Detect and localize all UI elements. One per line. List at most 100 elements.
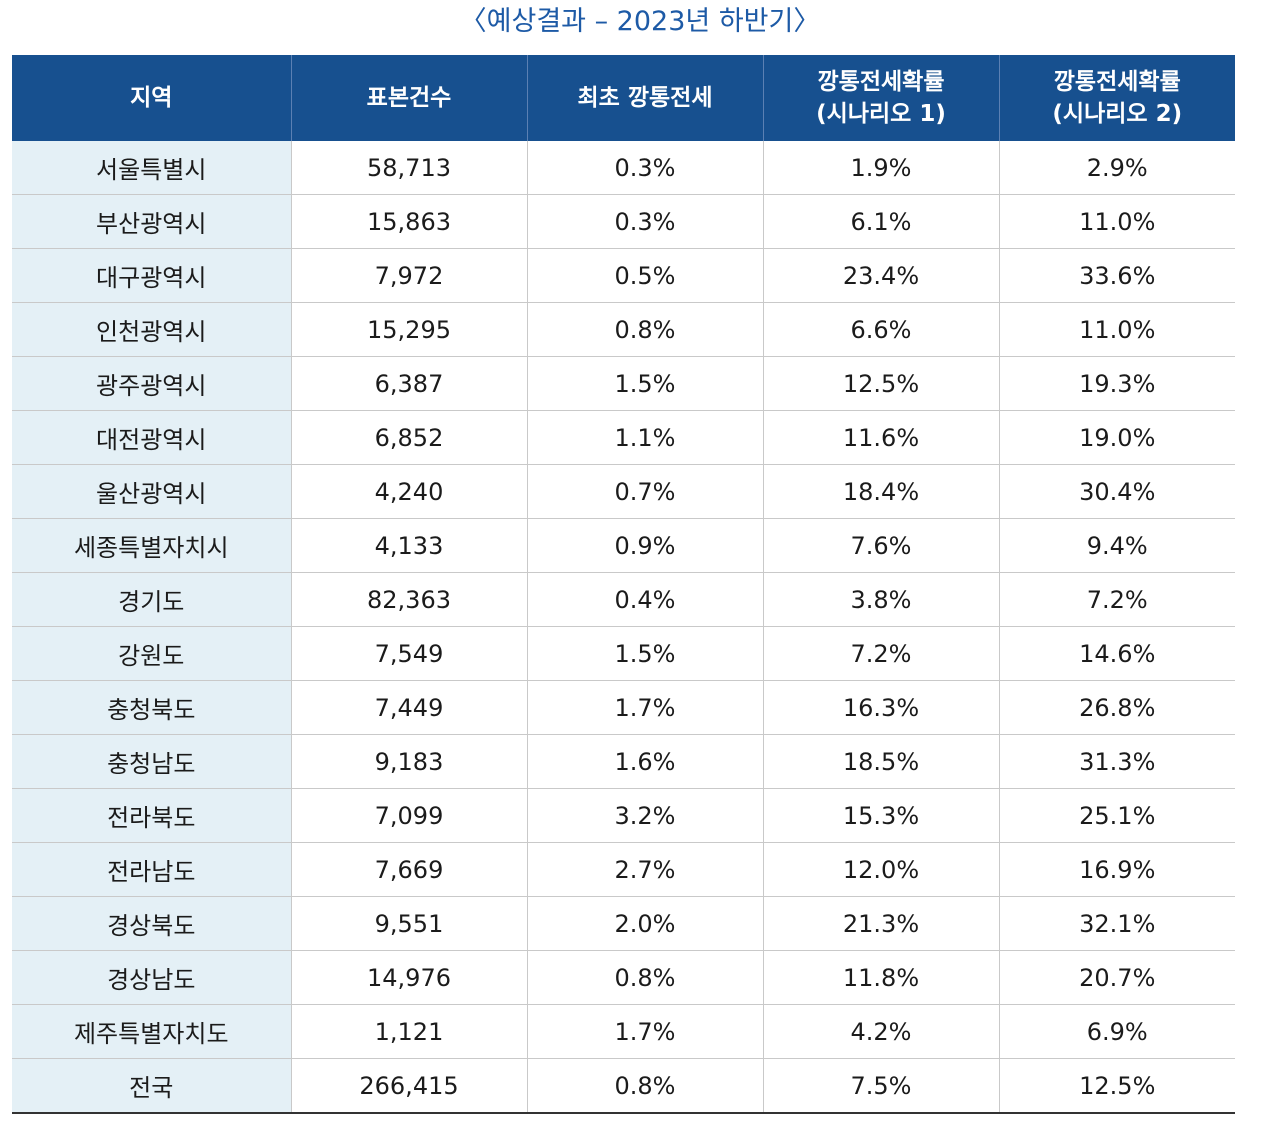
header-sample-count: 표본건수 <box>290 55 527 141</box>
initial-rate-cell: 1.7% <box>526 680 763 735</box>
scenario-1-cell: 11.6% <box>762 410 999 465</box>
scenario-2-cell: 30.4% <box>998 464 1235 519</box>
table-title: 〈예상결과 – 2023년 하반기〉 <box>459 6 821 37</box>
initial-rate-cell: 0.7% <box>526 464 763 519</box>
header-region: 지역 <box>12 55 291 141</box>
sample-count-cell: 9,183 <box>290 734 527 789</box>
scenario-2-cell: 19.0% <box>998 410 1235 465</box>
initial-rate-cell: 0.3% <box>526 194 763 249</box>
initial-rate-cell: 1.7% <box>526 1004 763 1059</box>
sample-count-cell: 1,121 <box>290 1004 527 1059</box>
sample-count-cell: 7,449 <box>290 680 527 735</box>
scenario-2-cell: 26.8% <box>998 680 1235 735</box>
sample-count-cell: 82,363 <box>290 572 527 627</box>
table-row: 경상북도 9,551 2.0% 21.3% 32.1% <box>12 896 1235 951</box>
sample-count-cell: 14,976 <box>290 950 527 1005</box>
sample-count-cell: 9,551 <box>290 896 527 951</box>
sample-count-cell: 7,669 <box>290 842 527 897</box>
table-row: 제주특별자치도 1,121 1.7% 4.2% 6.9% <box>12 1004 1235 1059</box>
region-cell: 전라남도 <box>12 842 291 897</box>
scenario-2-cell: 11.0% <box>998 302 1235 357</box>
region-cell: 경상북도 <box>12 896 291 951</box>
scenario-1-cell: 21.3% <box>762 896 999 951</box>
sample-count-cell: 6,387 <box>290 356 527 411</box>
table-row: 광주광역시 6,387 1.5% 12.5% 19.3% <box>12 356 1235 411</box>
scenario-2-cell: 7.2% <box>998 572 1235 627</box>
header-scenario-1: 깡통전세확률 (시나리오 1) <box>762 55 999 141</box>
region-cell: 인천광역시 <box>12 302 291 357</box>
sample-count-cell: 7,972 <box>290 248 527 303</box>
region-cell: 경기도 <box>12 572 291 627</box>
scenario-1-cell: 6.1% <box>762 194 999 249</box>
region-cell: 전라북도 <box>12 788 291 843</box>
initial-rate-cell: 2.0% <box>526 896 763 951</box>
scenario-2-cell: 12.5% <box>998 1058 1235 1114</box>
scenario-2-cell: 25.1% <box>998 788 1235 843</box>
initial-rate-cell: 1.5% <box>526 626 763 681</box>
scenario-2-cell: 9.4% <box>998 518 1235 573</box>
region-cell: 광주광역시 <box>12 356 291 411</box>
scenario-2-cell: 20.7% <box>998 950 1235 1005</box>
initial-rate-cell: 0.8% <box>526 950 763 1005</box>
region-cell: 충청북도 <box>12 680 291 735</box>
initial-rate-cell: 3.2% <box>526 788 763 843</box>
sample-count-cell: 15,295 <box>290 302 527 357</box>
scenario-2-cell: 14.6% <box>998 626 1235 681</box>
scenario-2-cell: 33.6% <box>998 248 1235 303</box>
table-row: 충청북도 7,449 1.7% 16.3% 26.8% <box>12 680 1235 735</box>
region-cell: 충청남도 <box>12 734 291 789</box>
scenario-1-cell: 4.2% <box>762 1004 999 1059</box>
initial-rate-cell: 2.7% <box>526 842 763 897</box>
scenario-2-cell: 19.3% <box>998 356 1235 411</box>
scenario-2-cell: 6.9% <box>998 1004 1235 1059</box>
table-row: 전라남도 7,669 2.7% 12.0% 16.9% <box>12 842 1235 897</box>
sample-count-cell: 7,099 <box>290 788 527 843</box>
table-row: 부산광역시 15,863 0.3% 6.1% 11.0% <box>12 194 1235 249</box>
scenario-2-cell: 31.3% <box>998 734 1235 789</box>
region-cell: 강원도 <box>12 626 291 681</box>
table-row: 경기도 82,363 0.4% 3.8% 7.2% <box>12 572 1235 627</box>
region-cell: 서울특별시 <box>12 141 291 195</box>
scenario-1-cell: 15.3% <box>762 788 999 843</box>
table-body: 서울특별시 58,713 0.3% 1.9% 2.9% 부산광역시 15,863 0.3% 6.… <box>12 141 1235 1114</box>
initial-rate-cell: 0.9% <box>526 518 763 573</box>
region-cell: 전국 <box>12 1058 291 1114</box>
scenario-1-cell: 7.2% <box>762 626 999 681</box>
scenario-1-cell: 7.6% <box>762 518 999 573</box>
sample-count-cell: 7,549 <box>290 626 527 681</box>
table-row: 서울특별시 58,713 0.3% 1.9% 2.9% <box>12 141 1235 195</box>
initial-rate-cell: 1.5% <box>526 356 763 411</box>
region-cell: 부산광역시 <box>12 194 291 249</box>
sample-count-cell: 4,133 <box>290 518 527 573</box>
sample-count-cell: 6,852 <box>290 410 527 465</box>
table-row: 인천광역시 15,295 0.8% 6.6% 11.0% <box>12 302 1235 357</box>
initial-rate-cell: 0.4% <box>526 572 763 627</box>
header-initial-rate: 최초 깡통전세 <box>526 55 763 141</box>
table-row: 전국 266,415 0.8% 7.5% 12.5% <box>12 1058 1235 1114</box>
header-scenario-2: 깡통전세확률 (시나리오 2) <box>998 55 1235 141</box>
table-row: 전라북도 7,099 3.2% 15.3% 25.1% <box>12 788 1235 843</box>
sample-count-cell: 266,415 <box>290 1058 527 1114</box>
table-row: 경상남도 14,976 0.8% 11.8% 20.7% <box>12 950 1235 1005</box>
results-table: 지역 표본건수 최초 깡통전세 깡통전세확률 (시나리오 1) 깡통전세확률 (… <box>12 55 1235 1114</box>
scenario-1-cell: 1.9% <box>762 141 999 195</box>
scenario-2-cell: 2.9% <box>998 141 1235 195</box>
region-cell: 대전광역시 <box>12 410 291 465</box>
scenario-1-cell: 23.4% <box>762 248 999 303</box>
table-row: 충청남도 9,183 1.6% 18.5% 31.3% <box>12 734 1235 789</box>
table-row: 강원도 7,549 1.5% 7.2% 14.6% <box>12 626 1235 681</box>
initial-rate-cell: 0.8% <box>526 302 763 357</box>
scenario-1-cell: 3.8% <box>762 572 999 627</box>
initial-rate-cell: 0.8% <box>526 1058 763 1114</box>
region-cell: 제주특별자치도 <box>12 1004 291 1059</box>
table-row: 세종특별자치시 4,133 0.9% 7.6% 9.4% <box>12 518 1235 573</box>
scenario-1-cell: 6.6% <box>762 302 999 357</box>
scenario-2-cell: 11.0% <box>998 194 1235 249</box>
initial-rate-cell: 1.1% <box>526 410 763 465</box>
region-cell: 대구광역시 <box>12 248 291 303</box>
sample-count-cell: 58,713 <box>290 141 527 195</box>
table-row: 대구광역시 7,972 0.5% 23.4% 33.6% <box>12 248 1235 303</box>
initial-rate-cell: 0.5% <box>526 248 763 303</box>
scenario-1-cell: 12.5% <box>762 356 999 411</box>
scenario-1-cell: 12.0% <box>762 842 999 897</box>
